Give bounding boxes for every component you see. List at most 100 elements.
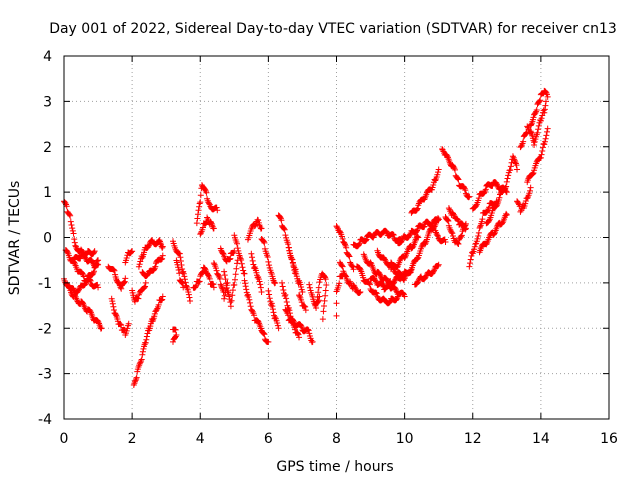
data-point bbox=[511, 156, 518, 163]
data-point bbox=[87, 308, 94, 315]
data-point bbox=[320, 308, 327, 315]
data-point bbox=[246, 296, 253, 303]
data-point bbox=[289, 260, 296, 267]
data-point bbox=[435, 215, 442, 222]
data-point bbox=[429, 184, 436, 191]
data-point bbox=[110, 303, 117, 310]
data-point bbox=[401, 293, 408, 300]
data-point bbox=[151, 266, 158, 273]
series-t36 bbox=[336, 259, 364, 296]
data-point bbox=[505, 172, 512, 179]
series-t53 bbox=[476, 210, 510, 256]
series-t27 bbox=[275, 212, 299, 273]
data-point bbox=[522, 198, 529, 205]
x-tick-label: 14 bbox=[532, 431, 550, 447]
data-point bbox=[462, 187, 469, 194]
data-point bbox=[296, 292, 303, 299]
data-point bbox=[298, 283, 305, 290]
data-point bbox=[234, 240, 241, 247]
data-point bbox=[381, 256, 388, 263]
data-point bbox=[98, 325, 105, 332]
data-point bbox=[471, 246, 478, 253]
data-point bbox=[370, 267, 377, 274]
series-t52 bbox=[469, 179, 510, 212]
series-t14 bbox=[173, 257, 187, 291]
data-point bbox=[452, 166, 459, 173]
data-point bbox=[239, 264, 246, 271]
data-point bbox=[334, 224, 341, 231]
data-point bbox=[179, 265, 186, 272]
data-point bbox=[72, 243, 79, 250]
data-point bbox=[73, 297, 80, 304]
data-point bbox=[444, 216, 451, 223]
data-point bbox=[392, 285, 399, 292]
data-point bbox=[398, 236, 405, 243]
data-point bbox=[249, 308, 256, 315]
data-point bbox=[415, 278, 422, 285]
data-point bbox=[269, 303, 276, 310]
data-point bbox=[393, 296, 400, 303]
data-point bbox=[493, 181, 500, 188]
data-point bbox=[301, 303, 308, 310]
data-point bbox=[537, 154, 544, 161]
data-point bbox=[120, 280, 127, 287]
series-t33 bbox=[313, 270, 330, 323]
data-point bbox=[179, 280, 186, 287]
data-point bbox=[511, 157, 518, 164]
data-point bbox=[279, 283, 286, 290]
data-point bbox=[242, 280, 249, 287]
data-point bbox=[196, 200, 203, 207]
data-point bbox=[127, 249, 134, 256]
x-axis-label: GPS time / hours bbox=[276, 459, 393, 475]
data-point bbox=[430, 224, 437, 231]
data-point bbox=[351, 283, 358, 290]
data-point bbox=[170, 338, 176, 345]
data-point bbox=[414, 226, 421, 233]
data-point bbox=[91, 268, 98, 275]
data-point bbox=[423, 272, 430, 279]
data-point bbox=[67, 212, 74, 219]
data-point bbox=[82, 305, 89, 312]
data-point bbox=[515, 200, 522, 207]
data-point bbox=[398, 238, 405, 245]
data-point bbox=[343, 244, 350, 251]
data-point bbox=[270, 309, 277, 316]
data-point bbox=[82, 281, 89, 288]
data-point bbox=[241, 270, 248, 277]
series-t57 bbox=[524, 125, 551, 186]
series-t09 bbox=[130, 293, 166, 389]
data-point bbox=[89, 258, 96, 265]
data-point bbox=[260, 330, 267, 337]
data-point bbox=[366, 280, 373, 287]
data-point bbox=[193, 220, 200, 227]
data-point bbox=[390, 231, 397, 238]
data-point bbox=[392, 286, 399, 293]
data-point bbox=[221, 295, 228, 302]
data-point bbox=[159, 244, 166, 251]
series-t48 bbox=[439, 146, 473, 201]
data-point bbox=[238, 260, 245, 267]
data-point bbox=[530, 114, 537, 121]
data-point bbox=[448, 229, 455, 236]
data-point bbox=[394, 264, 401, 271]
data-point bbox=[197, 231, 204, 238]
data-point bbox=[342, 241, 349, 248]
data-point bbox=[266, 291, 273, 298]
data-point bbox=[422, 273, 429, 280]
data-point bbox=[177, 254, 184, 261]
data-point bbox=[186, 294, 193, 301]
data-point bbox=[159, 255, 166, 262]
data-point bbox=[283, 307, 290, 314]
data-point bbox=[377, 272, 384, 279]
data-point bbox=[468, 252, 475, 259]
series-t42 bbox=[388, 233, 422, 273]
data-point bbox=[249, 257, 256, 264]
data-point bbox=[153, 306, 160, 313]
data-point bbox=[133, 376, 140, 383]
data-point bbox=[462, 190, 469, 197]
data-point bbox=[435, 262, 442, 269]
data-point bbox=[264, 254, 271, 261]
data-point bbox=[109, 300, 116, 307]
data-point bbox=[217, 281, 224, 288]
data-point bbox=[422, 241, 429, 248]
